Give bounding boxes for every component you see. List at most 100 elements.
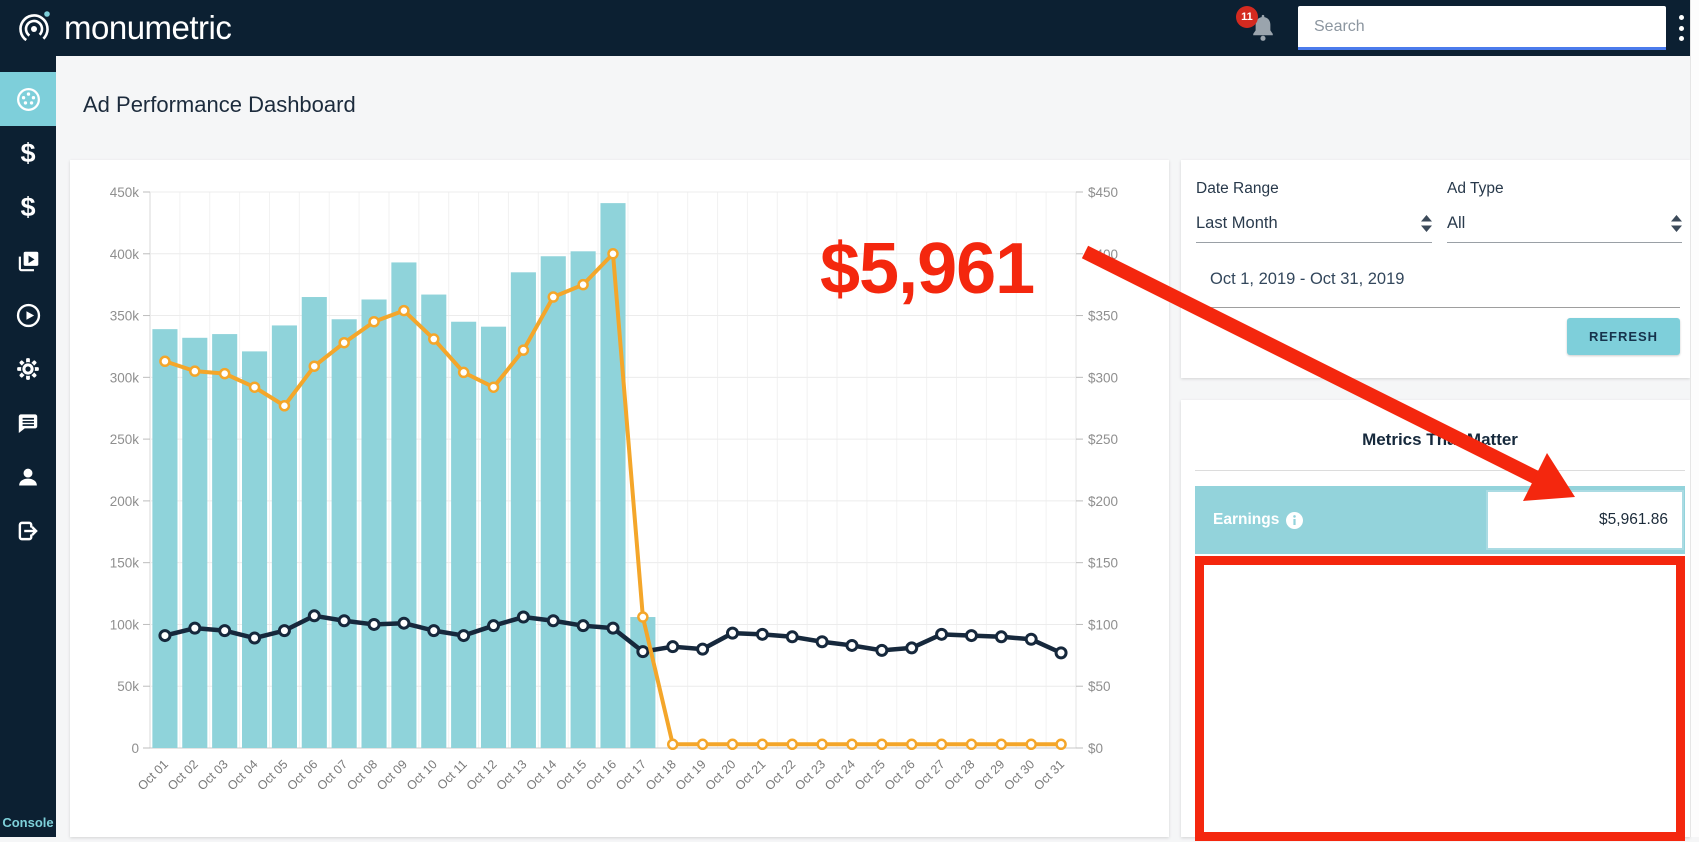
- svg-text:Oct 25: Oct 25: [852, 757, 888, 793]
- svg-text:Oct 16: Oct 16: [583, 757, 619, 793]
- svg-text:Oct 20: Oct 20: [703, 757, 739, 793]
- earnings-label: Earnings: [1213, 511, 1280, 528]
- sort-arrows-icon: [1671, 215, 1682, 232]
- svg-text:$450: $450: [1088, 185, 1118, 200]
- scrollbar[interactable]: [1690, 0, 1699, 837]
- svg-text:Oct 23: Oct 23: [792, 757, 828, 793]
- divider: [1195, 470, 1685, 471]
- svg-text:200k: 200k: [110, 494, 140, 509]
- sidebar-item-payments[interactable]: $: [0, 180, 56, 234]
- ad-type-value: All: [1447, 214, 1466, 232]
- metrics-card: Metrics That Matter Earnings $5,961.86: [1181, 400, 1690, 841]
- earnings-value: $5,961.86: [1486, 490, 1684, 550]
- ad-performance-chart-card: 450k $450 400k $400 350k $350 300k $300 250k $250…: [70, 160, 1169, 837]
- svg-text:400k: 400k: [110, 247, 140, 262]
- chat-icon: [18, 414, 38, 433]
- filter-card: Date Range Last Month Ad Type All Oct 1,…: [1181, 160, 1690, 378]
- svg-text:Oct 27: Oct 27: [912, 757, 948, 793]
- svg-text:$0: $0: [1088, 741, 1103, 756]
- sidebar-item-video-library[interactable]: [0, 234, 56, 288]
- svg-text:Oct 03: Oct 03: [195, 757, 231, 793]
- svg-text:$250: $250: [1088, 432, 1118, 447]
- svg-text:$350: $350: [1088, 309, 1118, 324]
- info-icon[interactable]: [1286, 511, 1304, 529]
- dollar-icon: $: [20, 191, 36, 222]
- dashboard-icon: [16, 87, 40, 111]
- svg-text:$300: $300: [1088, 370, 1118, 385]
- logout-icon: [18, 521, 38, 541]
- svg-text:Oct 31: Oct 31: [1031, 757, 1067, 793]
- divider: [1196, 307, 1680, 308]
- svg-text:$50: $50: [1088, 679, 1111, 694]
- svg-text:$200: $200: [1088, 494, 1118, 509]
- svg-text:Oct 04: Oct 04: [225, 757, 261, 793]
- dollar-icon: $: [20, 137, 36, 168]
- date-range-field[interactable]: Oct 1, 2019 - Oct 31, 2019: [1210, 270, 1405, 288]
- kebab-menu-icon[interactable]: [1674, 15, 1688, 41]
- sidebar-item-earnings[interactable]: $: [0, 126, 56, 180]
- svg-text:Oct 01: Oct 01: [135, 757, 171, 793]
- sidebar-item-account[interactable]: [0, 450, 56, 504]
- svg-text:$150: $150: [1088, 556, 1118, 571]
- date-range-value: Last Month: [1196, 214, 1278, 232]
- svg-text:Oct 14: Oct 14: [523, 757, 559, 793]
- ad-type-select[interactable]: All: [1447, 214, 1682, 243]
- svg-text:Oct 22: Oct 22: [762, 757, 798, 793]
- svg-text:Oct 11: Oct 11: [434, 757, 469, 792]
- svg-text:$100: $100: [1088, 617, 1118, 632]
- notifications-button[interactable]: 11: [1236, 6, 1290, 50]
- svg-text:Oct 17: Oct 17: [613, 757, 649, 793]
- bell-icon: [1253, 14, 1273, 41]
- svg-text:Oct 02: Oct 02: [165, 757, 201, 793]
- top-app-bar: monumetric 11: [0, 0, 1699, 56]
- earnings-row[interactable]: Earnings $5,961.86: [1195, 486, 1685, 554]
- sidebar-item-settings[interactable]: [0, 342, 56, 396]
- svg-text:Oct 13: Oct 13: [494, 757, 530, 793]
- svg-text:100k: 100k: [110, 617, 140, 632]
- red-callout-text: $5,961: [820, 229, 1035, 309]
- play-circle-icon: [16, 303, 40, 327]
- logo-wordmark: monumetric: [64, 9, 232, 46]
- svg-text:50k: 50k: [117, 679, 139, 694]
- svg-text:150k: 150k: [110, 556, 140, 571]
- svg-text:300k: 300k: [110, 370, 140, 385]
- sidebar-item-logout[interactable]: [0, 504, 56, 558]
- svg-text:Oct 09: Oct 09: [374, 757, 410, 793]
- svg-text:Oct 21: Oct 21: [733, 757, 769, 793]
- sidebar-item-dashboard[interactable]: [0, 72, 56, 126]
- svg-text:Oct 05: Oct 05: [255, 757, 291, 793]
- metrics-title: Metrics That Matter: [1362, 430, 1518, 449]
- svg-text:Oct 12: Oct 12: [464, 757, 500, 793]
- svg-text:250k: 250k: [110, 432, 140, 447]
- svg-text:Oct 10: Oct 10: [404, 757, 440, 793]
- svg-text:Oct 28: Oct 28: [942, 757, 978, 793]
- notification-badge: 11: [1236, 6, 1258, 28]
- svg-text:$400: $400: [1088, 247, 1118, 262]
- sidebar-item-video-player[interactable]: [0, 288, 56, 342]
- date-range-select[interactable]: Last Month: [1196, 214, 1432, 243]
- search-input[interactable]: [1298, 6, 1666, 50]
- chart-canvas[interactable]: 450k $450 400k $400 350k $350 300k $300 250k $250…: [70, 160, 1169, 837]
- svg-text:Oct 30: Oct 30: [1001, 757, 1037, 793]
- svg-text:Oct 07: Oct 07: [314, 757, 350, 793]
- red-highlight-rectangle: [1195, 556, 1685, 841]
- account-person-icon: [19, 468, 37, 486]
- sort-arrows-icon: [1421, 215, 1432, 232]
- date-range-label: Date Range: [1196, 180, 1279, 197]
- svg-text:Oct 24: Oct 24: [822, 757, 858, 793]
- sidebar-nav: $ $: [0, 56, 56, 837]
- monumetric-logo[interactable]: monumetric: [12, 5, 232, 51]
- svg-text:Oct 08: Oct 08: [344, 757, 380, 793]
- svg-text:Oct 18: Oct 18: [643, 757, 679, 793]
- ad-type-label: Ad Type: [1447, 180, 1504, 197]
- refresh-button[interactable]: REFRESH: [1567, 318, 1680, 355]
- console-label[interactable]: Console: [2, 815, 54, 830]
- sidebar-item-messages[interactable]: [0, 396, 56, 450]
- video-library-icon: [18, 251, 39, 272]
- svg-text:Oct 29: Oct 29: [972, 757, 1008, 793]
- svg-text:Oct 26: Oct 26: [882, 757, 918, 793]
- svg-text:0: 0: [131, 741, 139, 756]
- svg-text:450k: 450k: [110, 185, 140, 200]
- svg-text:Oct 06: Oct 06: [284, 757, 320, 793]
- svg-text:350k: 350k: [110, 309, 140, 324]
